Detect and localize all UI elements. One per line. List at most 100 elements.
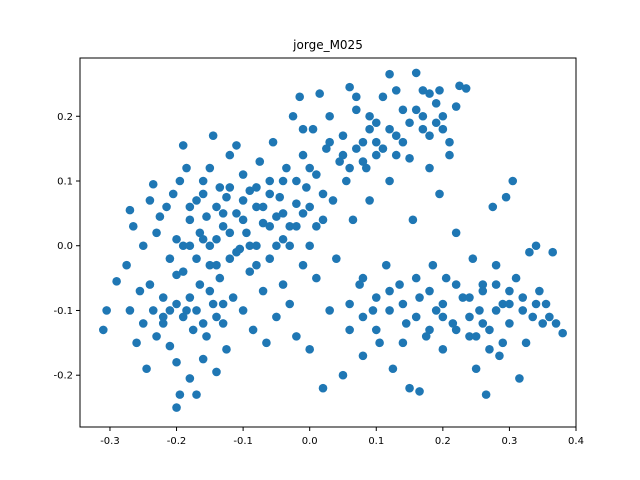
scatter-point [265, 176, 275, 186]
scatter-point [358, 273, 368, 283]
scatter-point [451, 280, 461, 289]
scatter-point [225, 254, 235, 263]
scatter-point [401, 319, 411, 328]
scatter-point [278, 176, 288, 186]
scatter-point [128, 222, 138, 231]
y-axis-ticks: -0.2 -0.1 0.0 0.1 0.2 [53, 112, 80, 382]
scatter-point [338, 150, 348, 160]
scatter-point [505, 299, 514, 309]
scatter-point [385, 306, 394, 315]
x-tick-label: -0.1 [233, 436, 253, 447]
scatter-point [285, 299, 295, 309]
scatter-point [248, 325, 258, 335]
scatter-point [208, 299, 218, 309]
scatter-point [405, 118, 414, 128]
scatter-point [268, 137, 278, 147]
scatter-point [425, 163, 434, 173]
scatter-point [471, 332, 481, 341]
scatter-point [155, 212, 165, 221]
scatter-point [468, 254, 478, 263]
scatter-point [371, 137, 381, 147]
scatter-point [238, 215, 248, 225]
scatter-point [518, 306, 528, 315]
scatter-point [292, 222, 301, 231]
scatter-point [222, 345, 231, 354]
scatter-point [438, 299, 448, 309]
scatter-point [352, 92, 361, 102]
y-tick-label: 0.1 [57, 177, 73, 188]
scatter-point [348, 215, 358, 225]
scatter-point [265, 189, 275, 199]
scatter-point [478, 280, 488, 289]
scatter-point [148, 179, 158, 189]
scatter-point [212, 312, 221, 322]
scatter-point [335, 157, 344, 166]
scatter-point [385, 176, 394, 186]
scatter-point [358, 137, 368, 147]
scatter-point [298, 209, 308, 218]
scatter-point [345, 163, 354, 173]
scatter-point [252, 202, 261, 212]
scatter-point [198, 176, 208, 186]
scatter-point [172, 299, 181, 309]
scatter-point [255, 157, 265, 166]
scatter-point [185, 293, 195, 302]
scatter-point [198, 234, 208, 244]
scatter-point [232, 141, 241, 150]
scatter-point [215, 273, 225, 283]
y-tick-label: -0.2 [53, 371, 73, 382]
scatter-point [138, 319, 148, 328]
scatter-point [551, 319, 561, 328]
scatter-point [178, 141, 188, 150]
scatter-point [205, 260, 215, 270]
x-tick-label: -0.2 [167, 436, 187, 447]
scatter-point [518, 293, 528, 302]
scatter-point [431, 99, 441, 108]
scatter-point [325, 137, 334, 147]
scatter-point [195, 228, 205, 238]
scatter-point [338, 131, 348, 140]
scatter-point [398, 105, 408, 115]
scatter-point [385, 286, 394, 296]
scatter-point [488, 202, 498, 212]
scatter-point [405, 154, 414, 163]
scatter-point [391, 86, 401, 95]
scatter-point [511, 273, 521, 283]
scatter-point [218, 319, 228, 328]
scatter-point [391, 131, 401, 140]
scatter-point [385, 124, 394, 134]
scatter-point [465, 332, 474, 341]
scatter-point [145, 196, 155, 205]
scatter-point [461, 84, 471, 93]
x-tick-label: 0.0 [302, 436, 318, 447]
scatter-point [521, 338, 531, 348]
scatter-point [531, 299, 541, 309]
scatter-point [328, 196, 338, 205]
scatter-point [365, 124, 374, 134]
scatter-point [308, 124, 318, 134]
scatter-point [142, 364, 151, 374]
scatter-point [405, 383, 414, 393]
scatter-point [178, 267, 188, 276]
scatter-point [152, 332, 161, 341]
scatter-point [202, 332, 211, 341]
scatter-point [435, 189, 444, 199]
scatter-point [122, 260, 131, 270]
scatter-point [411, 105, 421, 115]
scatter-point [278, 234, 288, 244]
scatter-point [485, 325, 494, 335]
scatter-point [365, 111, 374, 121]
scatter-point [375, 338, 384, 348]
scatter-point [415, 387, 424, 396]
scatter-point [491, 306, 501, 315]
scatter-point [425, 131, 434, 140]
scatter-point [182, 306, 191, 315]
scatter-point [431, 118, 441, 128]
scatter-point [505, 286, 514, 296]
scatter-point [312, 222, 321, 231]
scatter-point [418, 111, 428, 121]
scatter-point [378, 144, 388, 153]
scatter-points [99, 68, 567, 412]
scatter-point [525, 247, 534, 257]
